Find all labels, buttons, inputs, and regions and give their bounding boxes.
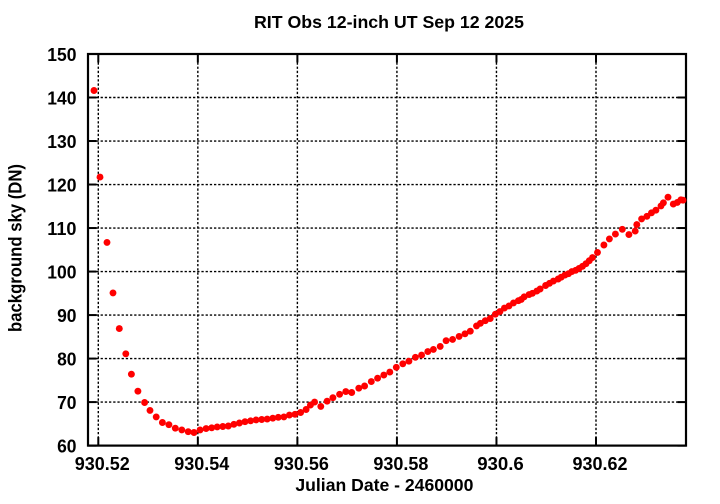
svg-text:930.52: 930.52 [75,453,130,474]
svg-text:930.56: 930.56 [274,453,329,474]
svg-text:130: 130 [47,131,76,152]
svg-text:110: 110 [47,218,76,239]
svg-text:80: 80 [57,348,76,369]
svg-text:RIT Obs 12-inch UT Sep 12 2025: RIT Obs 12-inch UT Sep 12 2025 [254,12,524,32]
svg-text:90: 90 [57,305,76,326]
svg-text:140: 140 [47,87,76,108]
svg-text:150: 150 [47,44,76,65]
svg-text:930.6: 930.6 [477,453,524,474]
svg-text:120: 120 [47,174,76,195]
svg-text:930.54: 930.54 [174,453,230,474]
svg-text:Julian Date - 2460000: Julian Date - 2460000 [295,475,473,495]
svg-text:100: 100 [47,261,76,282]
svg-text:930.62: 930.62 [573,453,628,474]
svg-text:70: 70 [57,392,76,413]
svg-text:background sky (DN): background sky (DN) [5,164,26,332]
svg-text:60: 60 [57,435,76,456]
svg-text:930.58: 930.58 [373,453,428,474]
